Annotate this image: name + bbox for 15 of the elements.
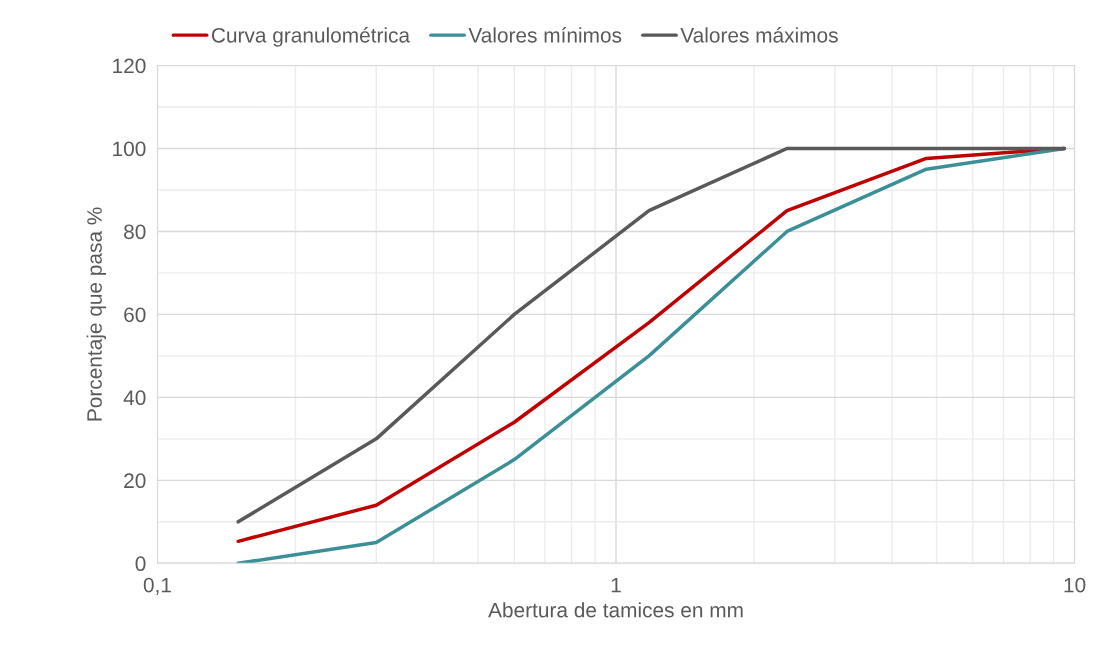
x-tick-label: 10 bbox=[1064, 577, 1086, 593]
y-tick-label: 20 bbox=[124, 473, 146, 489]
legend-label: Curva granulométrica bbox=[211, 27, 411, 47]
y-tick-label: 40 bbox=[123, 390, 146, 406]
legend-label: Valores mínimos bbox=[468, 27, 622, 43]
x-tick-label: 1 bbox=[611, 577, 621, 593]
y-tick-label: 120 bbox=[113, 58, 146, 74]
legend-label: Valores máximos bbox=[680, 27, 838, 43]
x-axis-title: Abertura de tamices en mm bbox=[488, 602, 743, 618]
y-tick-label: 0 bbox=[135, 556, 146, 572]
y-tick-label: 80 bbox=[124, 224, 146, 240]
y-tick-label: 60 bbox=[124, 307, 146, 323]
x-tick-label: 0,1 bbox=[143, 577, 171, 595]
y-tick-label: 100 bbox=[113, 141, 146, 157]
y-axis-title: Porcentaje que pasa % bbox=[86, 207, 107, 421]
